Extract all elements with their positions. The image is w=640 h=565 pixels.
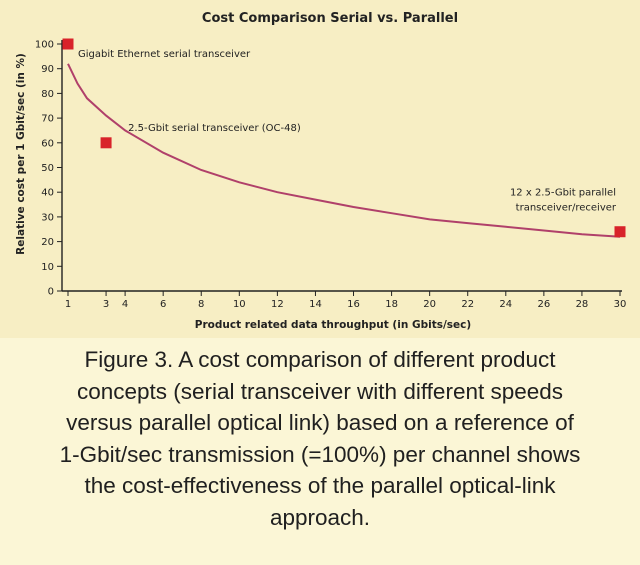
y-tick-label: 100 (35, 40, 54, 51)
x-tick-label: 22 (461, 299, 474, 310)
trend-curve (67, 63, 621, 238)
data-annotation: 12 x 2.5-Gbit parallel (510, 188, 616, 199)
y-tick-label: 80 (41, 89, 54, 100)
data-annotation: 2.5-Gbit serial transceiver (OC-48) (128, 123, 301, 134)
chart-title: Cost Comparison Serial vs. Parallel (202, 11, 458, 26)
data-point-marker (100, 137, 112, 149)
x-tick-label: 4 (122, 299, 128, 310)
caption-line: concepts (serial transceiver with differ… (76, 378, 564, 404)
x-tick-label: 12 (271, 299, 284, 310)
data-point-marker (62, 38, 74, 50)
x-tick-label: 26 (537, 299, 550, 310)
x-tick-label: 8 (198, 299, 204, 310)
chart-svg: Cost Comparison Serial vs. Parallel 0 10 2… (15, 11, 627, 331)
caption-line: versus parallel optical link) based on a… (66, 410, 574, 435)
figure-caption: Figure 3. A cost comparison of different… (0, 338, 640, 565)
y-tick-label: 10 (41, 262, 54, 273)
y-tick-label: 70 (41, 114, 54, 125)
x-tick-label: 20 (423, 299, 436, 310)
data-annotation: Gigabit Ethernet serial transceiver (78, 49, 251, 60)
x-tick-label: 3 (103, 299, 109, 310)
x-axis-title: Product related data throughput (in Gbit… (195, 319, 471, 331)
caption-line: 1-Gbit/sec transmission (=100%) per chan… (59, 441, 581, 467)
x-tick-label: 16 (347, 299, 360, 310)
x-tick-label: 18 (385, 299, 398, 310)
data-annotation: transceiver/receiver (516, 203, 617, 214)
x-tick-label: 24 (499, 299, 512, 310)
y-tick-label: 20 (41, 237, 54, 248)
x-tick-label: 30 (614, 299, 627, 310)
x-tick-label: 14 (309, 299, 322, 310)
x-tick-label: 28 (576, 299, 589, 310)
y-tick-label: 50 (41, 163, 54, 174)
y-tick-label: 90 (41, 64, 54, 75)
chart-panel: Cost Comparison Serial vs. Parallel 0 10 2… (0, 0, 640, 338)
caption-line: Figure 3. A cost comparison of different… (84, 347, 556, 372)
plot-area: 0 10 20 30 40 50 60 70 80 90 100 1 3 4 6 8 10 12 14 16 18 20 2… (35, 38, 627, 310)
y-tick-label: 40 (41, 188, 54, 199)
x-tick-label: 6 (160, 299, 166, 310)
x-tick-label: 1 (65, 299, 71, 310)
y-tick-label: 30 (41, 212, 54, 223)
y-tick-label: 0 (48, 287, 54, 298)
x-tick-label: 10 (233, 299, 246, 310)
data-point-marker (614, 226, 626, 238)
caption-line: approach. (269, 504, 371, 530)
y-axis-title: Relative cost per 1 Gbit/sec (in %) (15, 53, 27, 255)
y-tick-label: 60 (41, 138, 54, 149)
caption-line: the cost-effectiveness of the parallel o… (84, 473, 556, 498)
